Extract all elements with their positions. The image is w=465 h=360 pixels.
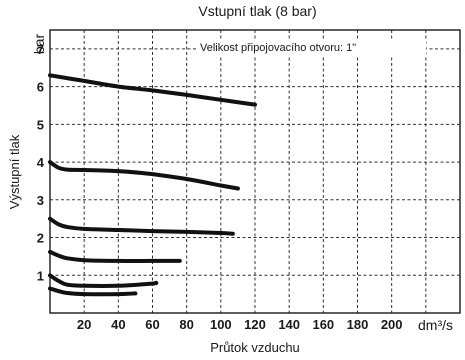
x-axis-label: Průtok vzduchu [210,340,300,355]
x-tick-label: 100 [210,317,232,332]
x-axis-unit: dm³/s [418,317,453,333]
series-line [48,286,138,297]
y-axis-label: Výstupní tlak [7,134,22,209]
plot-frame [49,29,461,314]
y-tick-label: 3 [37,193,44,208]
series-line [48,273,159,289]
annotation-background [196,39,426,55]
x-tick-label: 200 [381,317,403,332]
y-tick-label: 6 [37,80,44,95]
x-tick-label: 160 [312,317,334,332]
chart-annotation: Velikost připojovacího otvoru: 1" [200,42,356,54]
x-tick-label: 40 [111,317,125,332]
x-tick-label: 120 [244,317,266,332]
x-tick-label: 140 [278,317,300,332]
x-tick-label: 180 [347,317,369,332]
y-axis-unit: bar [31,34,47,55]
series-line [48,216,235,236]
tick-labels: 20 40 60 80 100 120 140 160 180 200 1 2 3 4 5 6 7 [37,42,403,332]
series-group [48,73,257,297]
y-tick-label: 5 [37,117,44,132]
x-tick-label: 80 [179,317,193,332]
y-tick-label: 2 [37,231,44,246]
chart-title: Vstupní tlak (8 bar) [198,3,317,19]
y-tick-label: 1 [37,268,44,283]
y-tick-label: 4 [37,155,45,170]
series-line [48,73,257,107]
x-tick-label: 60 [145,317,159,332]
y-tick-label: 7 [37,42,44,57]
x-tick-label: 20 [77,317,91,332]
series-line [48,160,240,191]
series-line [48,249,182,263]
